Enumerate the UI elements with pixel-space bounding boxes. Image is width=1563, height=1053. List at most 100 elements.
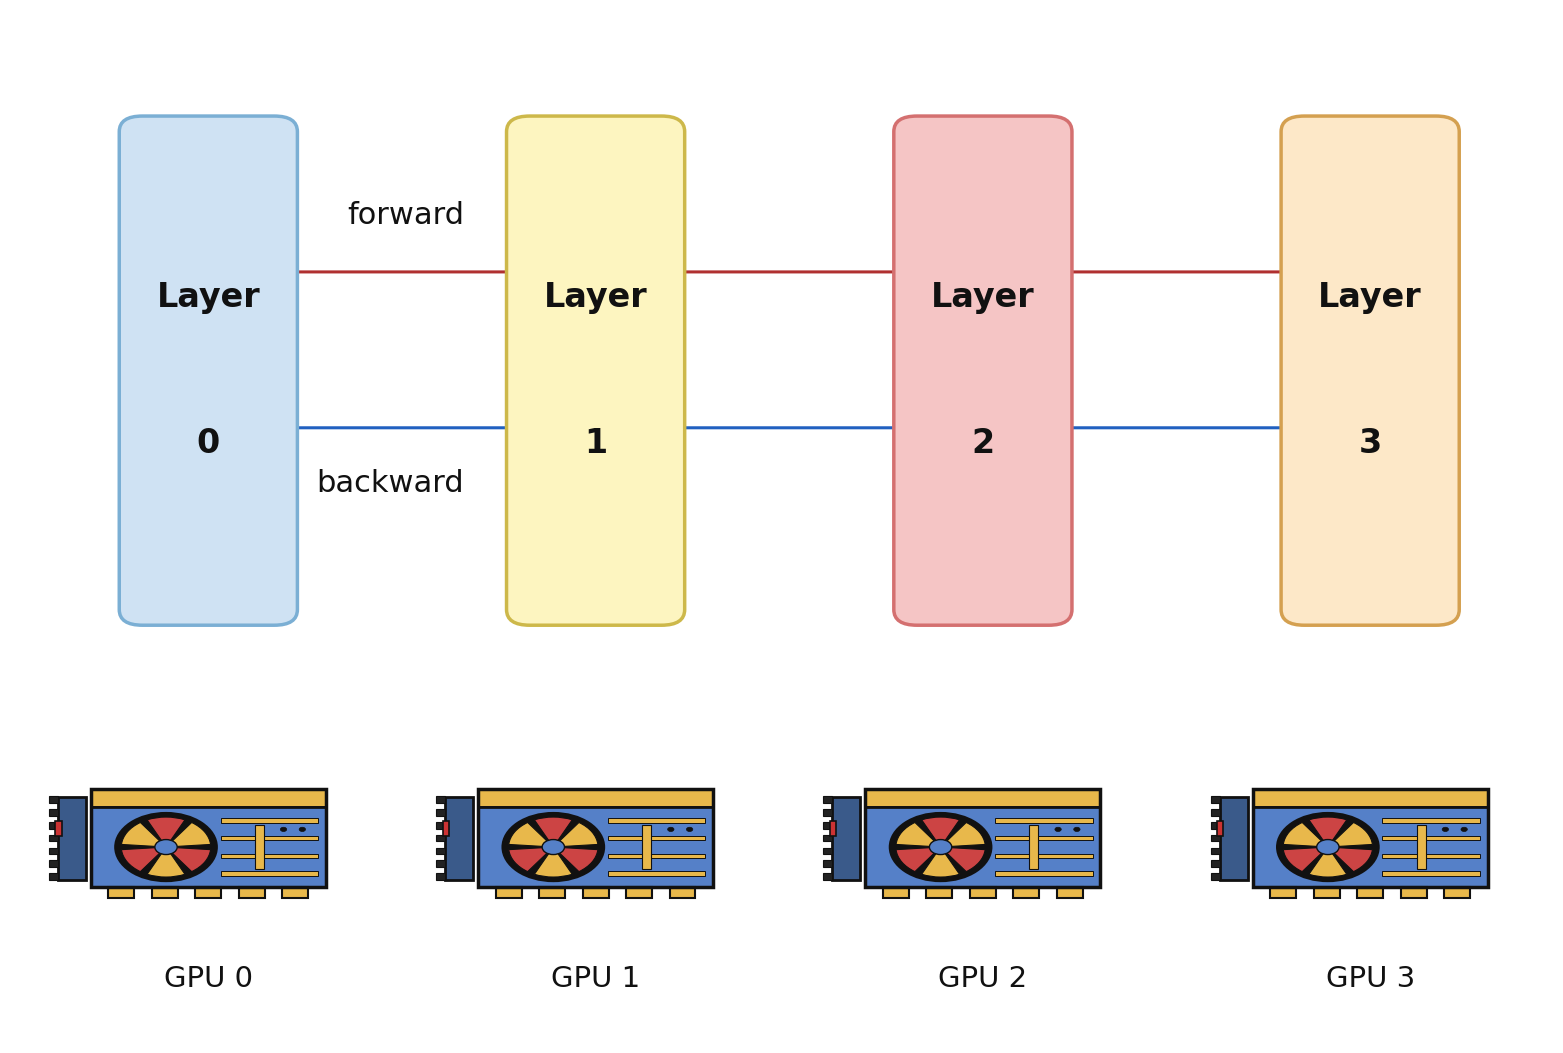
Wedge shape	[510, 822, 553, 847]
Bar	[436, 809, 445, 816]
Circle shape	[155, 839, 177, 855]
Bar	[239, 888, 264, 898]
Wedge shape	[510, 847, 553, 872]
Bar	[583, 888, 608, 898]
Text: GPU 0: GPU 0	[164, 965, 253, 993]
Circle shape	[299, 828, 305, 832]
Bar	[996, 836, 1093, 840]
Bar	[55, 820, 61, 836]
Bar	[996, 854, 1093, 858]
Bar	[48, 873, 58, 880]
Circle shape	[667, 828, 674, 832]
Bar	[1252, 807, 1488, 888]
Circle shape	[1074, 828, 1080, 832]
Bar	[642, 826, 650, 869]
Circle shape	[1316, 839, 1339, 855]
Wedge shape	[122, 822, 166, 847]
Wedge shape	[1283, 822, 1329, 847]
FancyBboxPatch shape	[119, 116, 297, 625]
Bar	[436, 835, 445, 841]
Bar	[830, 820, 836, 836]
Wedge shape	[122, 847, 166, 872]
Bar	[824, 860, 833, 867]
Bar	[824, 835, 833, 841]
Wedge shape	[147, 817, 184, 847]
Wedge shape	[922, 817, 960, 847]
Bar	[1211, 809, 1219, 816]
Wedge shape	[896, 847, 941, 872]
Bar	[1383, 818, 1480, 822]
Bar	[152, 888, 178, 898]
Bar	[669, 888, 696, 898]
Bar	[108, 888, 134, 898]
Bar	[478, 790, 713, 888]
Text: forward: forward	[347, 201, 464, 231]
Bar	[1211, 822, 1219, 829]
Wedge shape	[1283, 847, 1329, 872]
Bar	[58, 796, 86, 880]
Text: 1: 1	[585, 426, 606, 460]
Bar	[1444, 888, 1471, 898]
Wedge shape	[147, 847, 184, 877]
Bar	[436, 848, 445, 854]
Circle shape	[280, 828, 286, 832]
Bar	[866, 790, 1100, 807]
Bar	[1030, 826, 1038, 869]
Bar	[1416, 826, 1425, 869]
Bar	[1357, 888, 1383, 898]
FancyBboxPatch shape	[506, 116, 685, 625]
Bar	[824, 848, 833, 854]
Bar	[195, 888, 222, 898]
Wedge shape	[896, 822, 941, 847]
Bar	[1219, 796, 1247, 880]
Bar	[927, 888, 952, 898]
Bar	[608, 836, 705, 840]
Bar	[220, 854, 319, 858]
Bar	[824, 873, 833, 880]
Text: 0: 0	[197, 426, 220, 460]
Bar	[442, 820, 449, 836]
Circle shape	[116, 813, 217, 881]
Bar	[539, 888, 566, 898]
Text: backward: backward	[316, 470, 464, 498]
Bar	[1252, 790, 1488, 888]
Text: 2: 2	[971, 426, 994, 460]
Wedge shape	[1308, 817, 1347, 847]
Wedge shape	[1329, 847, 1372, 872]
Bar	[48, 835, 58, 841]
Bar	[824, 822, 833, 829]
Bar	[883, 888, 908, 898]
Text: GPU 1: GPU 1	[552, 965, 641, 993]
Wedge shape	[166, 822, 211, 847]
Bar	[608, 872, 705, 876]
Bar	[996, 818, 1093, 822]
Bar	[478, 790, 713, 807]
Wedge shape	[553, 847, 599, 872]
Text: Layer: Layer	[932, 281, 1035, 315]
Circle shape	[686, 828, 692, 832]
Bar	[1211, 848, 1219, 854]
Wedge shape	[941, 847, 985, 872]
Text: 3: 3	[1358, 426, 1382, 460]
Bar	[1400, 888, 1427, 898]
Bar	[866, 807, 1100, 888]
Bar	[48, 848, 58, 854]
Bar	[833, 796, 860, 880]
FancyBboxPatch shape	[894, 116, 1072, 625]
Bar	[48, 860, 58, 867]
Bar	[220, 872, 319, 876]
Bar	[1314, 888, 1339, 898]
Bar	[48, 796, 58, 803]
Bar	[1057, 888, 1083, 898]
Circle shape	[930, 839, 952, 855]
Bar	[91, 790, 325, 888]
Text: Layer: Layer	[156, 281, 259, 315]
Circle shape	[1055, 828, 1061, 832]
Circle shape	[1461, 828, 1468, 832]
Bar	[445, 796, 474, 880]
Bar	[1271, 888, 1296, 898]
Text: Layer: Layer	[544, 281, 647, 315]
Bar	[255, 826, 264, 869]
Bar	[627, 888, 652, 898]
Bar	[48, 822, 58, 829]
